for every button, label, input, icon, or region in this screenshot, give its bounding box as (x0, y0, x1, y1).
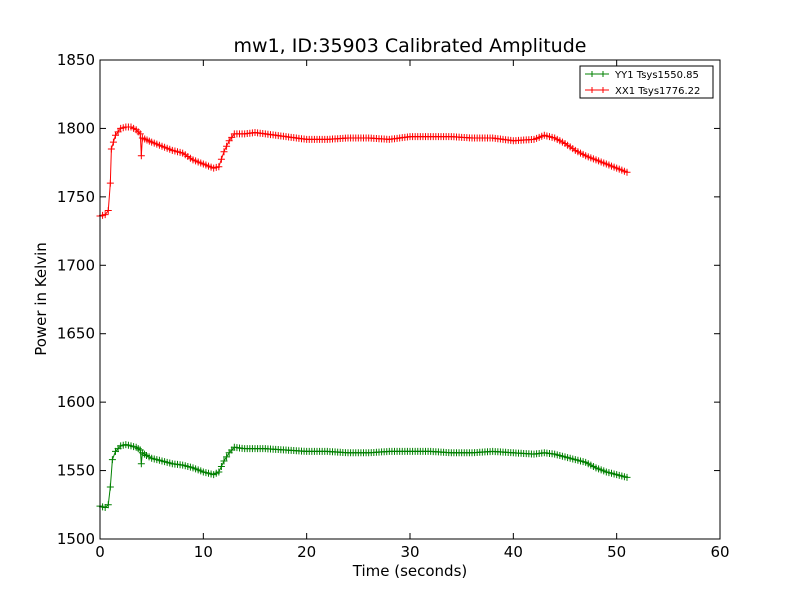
data-point-marker (623, 168, 631, 176)
data-point-marker (223, 453, 231, 461)
y-tick-label: 1550 (57, 462, 95, 480)
legend-entry: XX1 Tsys1776.22 (585, 86, 700, 97)
data-point-marker (106, 483, 114, 491)
data-point-marker (136, 130, 144, 138)
data-point-marker (137, 152, 145, 160)
data-point-marker (215, 163, 223, 171)
y-tick-label: 1700 (57, 256, 95, 274)
series-yy1 (96, 441, 631, 512)
x-tick-label: 10 (194, 543, 213, 561)
x-tick-label: 30 (400, 543, 419, 561)
data-point-marker (137, 460, 145, 468)
data-point-marker (215, 468, 223, 476)
chart-title: mw1, ID:35903 Calibrated Amplitude (234, 35, 587, 57)
data-point-marker (217, 462, 225, 470)
x-axis-label: Time (seconds) (352, 562, 468, 580)
legend: YY1 Tsys1550.85 XX1 Tsys1776.22 (579, 65, 714, 99)
legend-marker (589, 87, 606, 93)
data-point-marker (104, 207, 112, 215)
data-point-marker (108, 456, 116, 464)
data-point-marker (220, 457, 228, 465)
y-tick-label: 1800 (57, 119, 95, 137)
data-point-marker (623, 473, 631, 481)
x-tick-label: 0 (95, 543, 105, 561)
data-point-marker (223, 142, 231, 150)
y-tick-label: 1850 (57, 51, 95, 69)
series-xx1 (96, 123, 631, 220)
x-tick-label: 60 (710, 543, 729, 561)
data-point-marker (109, 138, 117, 146)
y-tick-label: 1650 (57, 325, 95, 343)
legend-box (579, 65, 714, 99)
y-tick-label: 1500 (57, 530, 95, 548)
data-point-marker (107, 145, 115, 153)
x-tick-label: 40 (504, 543, 523, 561)
data-point-marker (101, 211, 109, 219)
axis-ticks: 0 10 20 30 40 50 60 1500 1550 1600 1650 1700 1750 180… (57, 51, 730, 561)
x-tick-label: 20 (297, 543, 316, 561)
legend-marker (589, 71, 606, 77)
y-tick-label: 1750 (57, 188, 95, 206)
legend-label: XX1 Tsys1776.22 (615, 86, 700, 97)
data-point-marker (220, 148, 228, 156)
y-axis-label: Power in Kelvin (32, 242, 50, 356)
legend-entries: YY1 Tsys1550.85 XX1 Tsys1776.22 (585, 70, 700, 97)
legend-entry: YY1 Tsys1550.85 (585, 70, 699, 81)
data-point-marker (106, 179, 114, 187)
legend-label: YY1 Tsys1550.85 (614, 70, 699, 81)
x-tick-label: 50 (607, 543, 626, 561)
data-point-marker (217, 155, 225, 163)
series-layer (96, 123, 631, 512)
data-point-marker (104, 501, 112, 509)
y-tick-label: 1600 (57, 393, 95, 411)
